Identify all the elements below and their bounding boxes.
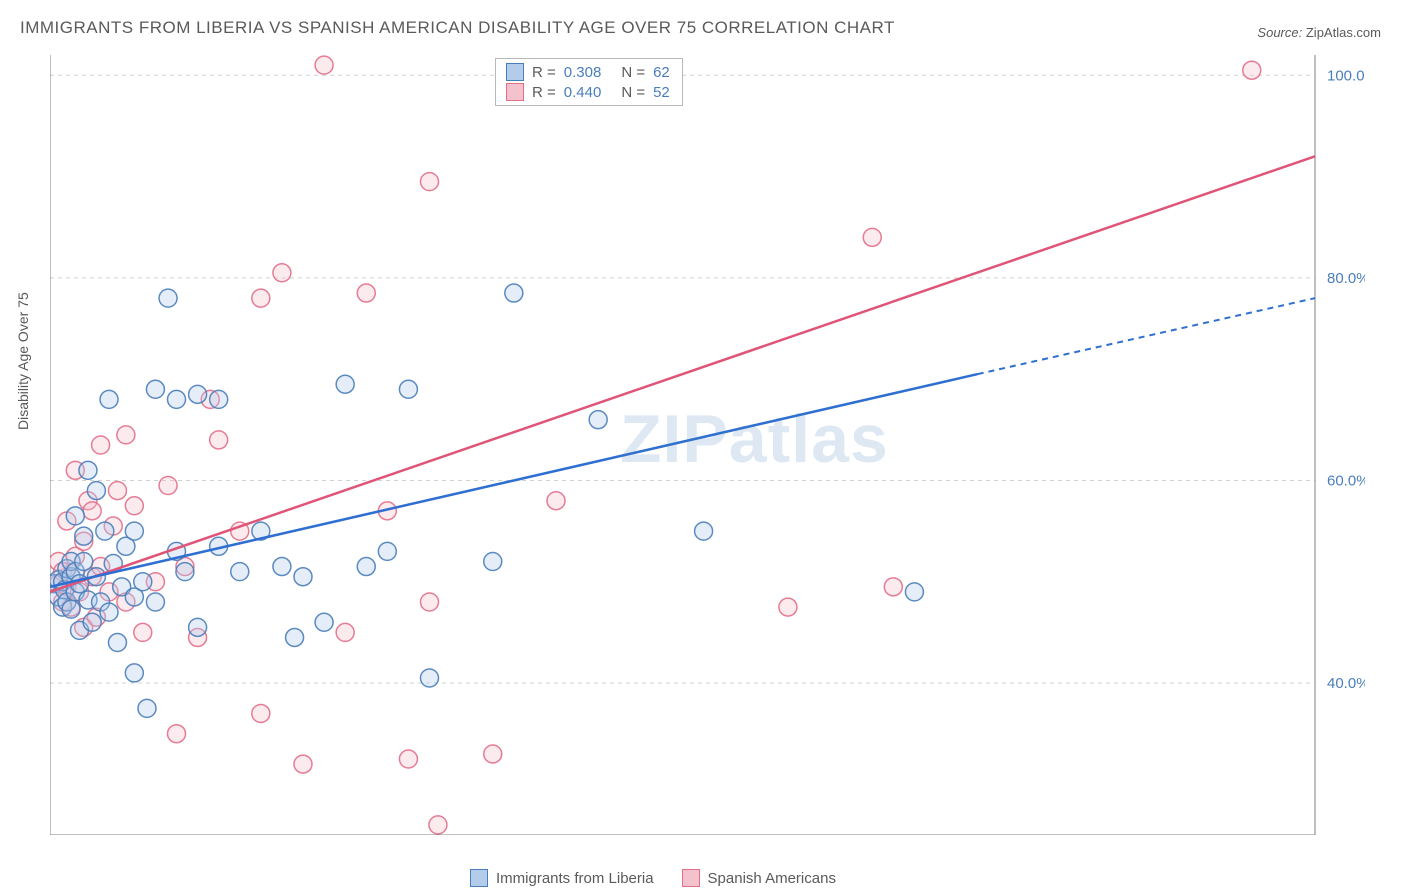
- n-value: 52: [653, 84, 670, 101]
- legend-item: Spanish Americans: [682, 869, 836, 887]
- legend-row: R = 0.308 N = 62: [506, 62, 672, 82]
- svg-text:40.0%: 40.0%: [1327, 675, 1365, 692]
- n-label: N =: [621, 64, 645, 81]
- r-value: 0.308: [564, 64, 602, 81]
- legend-series: Immigrants from Liberia Spanish American…: [470, 869, 836, 887]
- svg-text:60.0%: 60.0%: [1327, 472, 1365, 489]
- source-name: ZipAtlas.com: [1306, 25, 1381, 40]
- legend-swatch-pink: [506, 83, 524, 101]
- legend-item: Immigrants from Liberia: [470, 869, 654, 887]
- svg-text:80.0%: 80.0%: [1327, 270, 1365, 287]
- legend-swatch-pink: [682, 869, 700, 887]
- n-value: 62: [653, 64, 670, 81]
- legend-swatch-blue: [506, 63, 524, 81]
- scatter-chart-svg: 40.0%60.0%80.0%100.0%0.0%30.0%: [50, 55, 1365, 835]
- legend-swatch-blue: [470, 869, 488, 887]
- legend-item-label: Immigrants from Liberia: [496, 870, 654, 887]
- r-value: 0.440: [564, 84, 602, 101]
- legend-item-label: Spanish Americans: [708, 870, 836, 887]
- chart-title: IMMIGRANTS FROM LIBERIA VS SPANISH AMERI…: [20, 18, 895, 38]
- n-label: N =: [621, 84, 645, 101]
- r-label: R =: [532, 84, 556, 101]
- svg-text:100.0%: 100.0%: [1327, 67, 1365, 84]
- legend-row: R = 0.440 N = 52: [506, 82, 672, 102]
- source-attribution: Source: ZipAtlas.com: [1257, 25, 1381, 40]
- r-label: R =: [532, 64, 556, 81]
- y-axis-label: Disability Age Over 75: [15, 292, 31, 430]
- legend-correlation: R = 0.308 N = 62 R = 0.440 N = 52: [495, 58, 683, 106]
- chart-area: 40.0%60.0%80.0%100.0%0.0%30.0%: [50, 55, 1365, 835]
- source-label: Source:: [1257, 25, 1302, 40]
